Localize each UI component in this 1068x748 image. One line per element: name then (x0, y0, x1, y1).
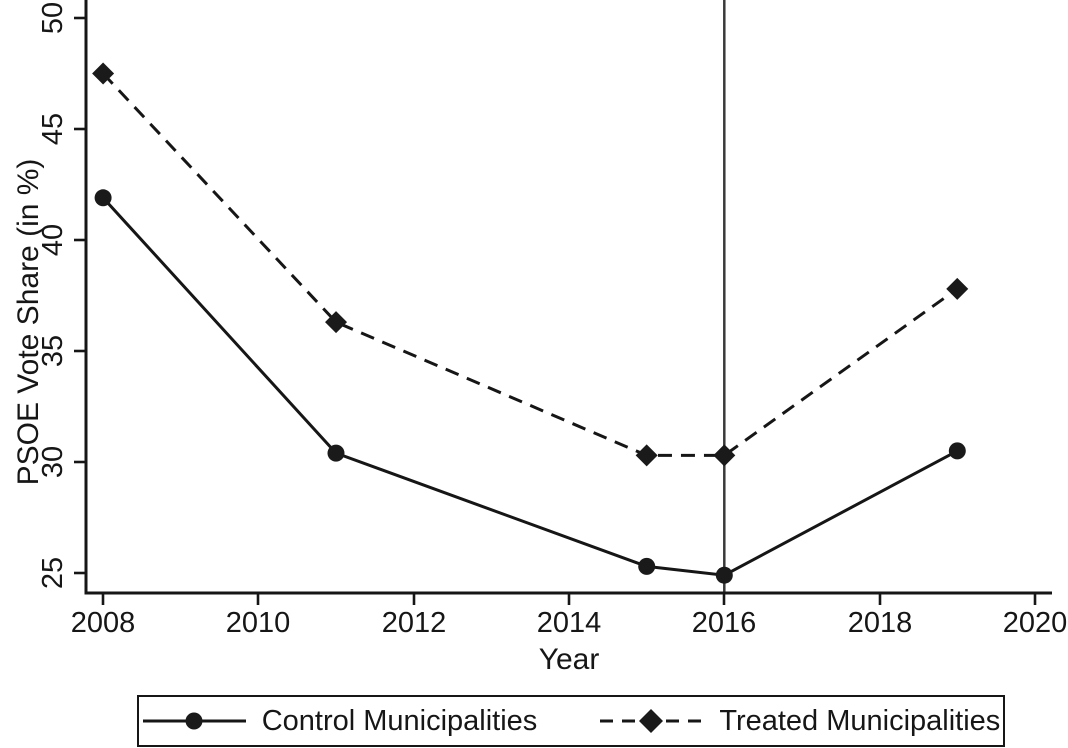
diamond-data-marker (325, 311, 348, 334)
series-line-0 (101, 196, 959, 577)
x-tick-label: 2018 (848, 607, 913, 639)
control-line-sample (142, 712, 246, 730)
y-tick-label: 30 (37, 446, 69, 478)
treated-line-sample (600, 709, 704, 733)
circle-data-marker (715, 566, 733, 584)
diamond-data-marker (713, 444, 736, 467)
plot-layer (92, 0, 969, 593)
x-tick-label: 2020 (1003, 607, 1068, 639)
diamond-data-marker (635, 444, 658, 467)
legend-item-treated: Treated Municipalities (599, 705, 1000, 738)
x-tick-label: 2014 (537, 607, 602, 639)
y-tick-label: 35 (37, 335, 69, 367)
plot-area: 25 30 35 40 45 50 2008 2010 2012 2014 20… (12, 0, 1068, 676)
circle-data-marker (94, 189, 112, 207)
series-line-1 (102, 72, 959, 457)
legend-label-treated: Treated Municipalities (719, 704, 1001, 737)
circle-data-marker (638, 557, 656, 575)
circle-data-marker (948, 442, 966, 460)
circle-marker-icon (185, 712, 203, 730)
circle-data-marker (327, 444, 345, 462)
legend-item-control: Control Municipalities (142, 704, 538, 738)
legend: Control Municipalities Treated Municipal… (137, 695, 1005, 747)
y-tick-label: 45 (37, 113, 69, 145)
y-axis-title: PSOE Vote Share (in %) (12, 159, 45, 486)
y-tick-label: 40 (37, 224, 69, 256)
diamond-data-marker (946, 277, 969, 300)
x-tick-label: 2012 (382, 607, 447, 639)
y-tick-label: 50 (37, 2, 69, 34)
x-axis-title: Year (539, 643, 600, 676)
x-tick-label: 2008 (71, 607, 136, 639)
x-tick-label: 2016 (692, 607, 757, 639)
x-axis-ticks (101, 593, 1037, 605)
diamond-marker-icon (639, 709, 664, 733)
y-axis-ticks (74, 16, 86, 575)
diamond-data-marker (92, 62, 115, 85)
y-tick-label: 25 (37, 557, 69, 589)
y-axis-tick-labels: 25 30 35 40 45 50 (37, 2, 69, 589)
x-tick-label: 2010 (226, 607, 291, 639)
x-axis-tick-labels: 2008 2010 2012 2014 2016 2018 2020 (71, 607, 1068, 639)
legend-label-control: Control Municipalities (261, 704, 538, 737)
